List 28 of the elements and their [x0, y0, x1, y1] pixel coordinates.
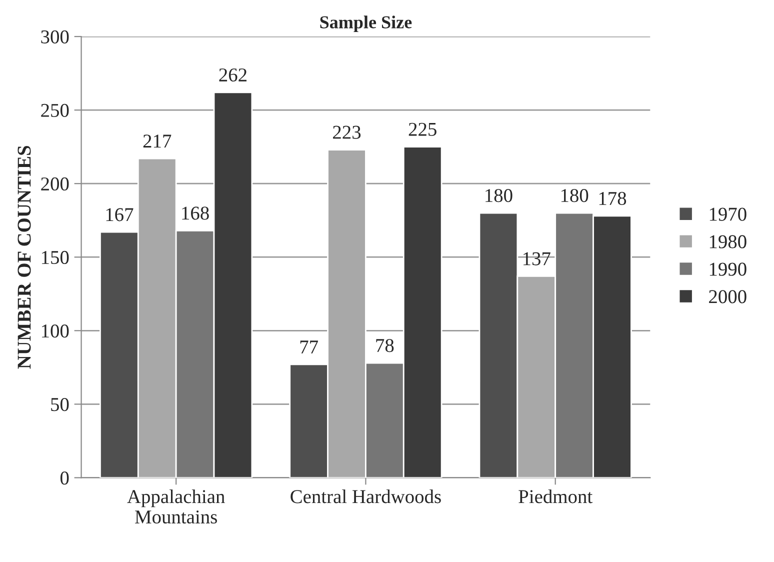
x-tick-label: Piedmont: [518, 490, 593, 504]
x-tick-label: Central Hardwoods: [290, 490, 441, 504]
legend-label: 1970: [710, 208, 746, 221]
legend-label: 2000: [709, 290, 746, 304]
data-label: 137: [524, 252, 550, 266]
legend-label: 1980: [710, 235, 746, 248]
y-tick-label: 250: [41, 104, 69, 117]
data-label: 217: [143, 134, 172, 148]
data-label: 178: [599, 192, 626, 206]
data-label: 223: [333, 126, 361, 139]
legend-label: 1990: [710, 262, 746, 276]
y-tick-label: 100: [42, 324, 69, 338]
y-tick-label: 150: [42, 250, 69, 264]
data-label: 168: [182, 206, 209, 220]
data-label: 180: [486, 188, 512, 202]
y-axis-title: NUMBER OF COUNTIES: [18, 146, 31, 369]
x-tick-label: Appalachian Mountains: [127, 490, 225, 524]
data-label: 225: [408, 122, 436, 136]
data-label: 78: [376, 338, 394, 352]
y-tick-label: 50: [51, 398, 69, 412]
y-tick-label: 200: [41, 177, 69, 191]
chart-title: Sample Size: [320, 16, 412, 32]
y-tick-label: 300: [41, 30, 69, 44]
data-label: 167: [106, 208, 134, 222]
data-label: 262: [219, 68, 246, 82]
y-tick-label: 0: [60, 472, 69, 485]
data-label: 77: [300, 340, 318, 354]
data-label: 180: [561, 188, 588, 202]
